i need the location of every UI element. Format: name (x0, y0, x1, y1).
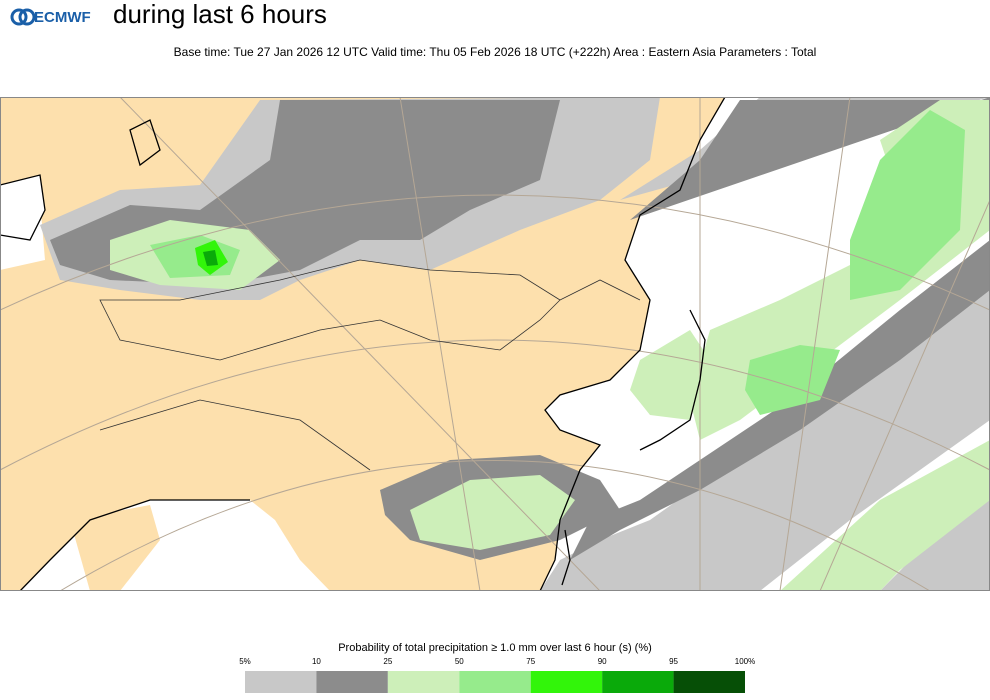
colorbar-label: 5% (239, 657, 251, 666)
precip-light-gray (540, 97, 990, 591)
coastline (0, 174, 46, 241)
precip-light-green (630, 330, 710, 420)
sea-caspian (0, 175, 45, 240)
title: during last 6 hours (113, 0, 327, 29)
coastline (539, 97, 726, 591)
colorbar-swatch (245, 671, 317, 693)
coastline (561, 529, 571, 586)
logo-icon (10, 8, 28, 26)
precip-green (745, 345, 840, 415)
logo: ECMWF (10, 8, 91, 26)
graticule-line (819, 199, 990, 591)
graticule-line (0, 194, 990, 311)
graticule-line (0, 339, 990, 471)
colorbar-label: 95 (669, 657, 678, 666)
colorbar-swatch (673, 671, 745, 693)
legend-title: Probability of total precipitation ≥ 1.0… (338, 642, 652, 654)
graticule-line (119, 97, 601, 591)
precip-light-green (410, 475, 575, 550)
border (99, 259, 561, 361)
colorbar-swatch (602, 671, 674, 693)
coastline (129, 119, 161, 167)
land (70, 505, 160, 591)
graticule-line (399, 97, 481, 591)
colorbar: 5% 10 25 50 75 90 95 100% (239, 657, 755, 693)
graticule-line (59, 460, 931, 591)
graticule-line (779, 97, 851, 591)
map (0, 97, 990, 591)
coastline (19, 499, 250, 591)
colorbar-swatch (316, 671, 388, 693)
borders (99, 259, 641, 471)
colorbar-label: 90 (598, 657, 607, 666)
colorbar-label: 25 (383, 657, 392, 666)
precip-green (850, 110, 965, 300)
border (559, 279, 641, 301)
colorbar-label: 75 (526, 657, 535, 666)
coastline (639, 309, 706, 451)
subtitle: Base time: Tue 27 Jan 2026 12 UTC Valid … (174, 45, 817, 59)
coastlines (0, 97, 726, 591)
colorbar-label: 100% (735, 657, 755, 666)
precip-mid-green (203, 250, 218, 266)
colorbar-label: 50 (455, 657, 464, 666)
graticule (0, 97, 990, 591)
colorbar-swatch (459, 671, 531, 693)
logo-icon (18, 8, 36, 26)
colorbar-swatch (530, 671, 603, 693)
logo-text: ECMWF (34, 9, 91, 26)
precip-light-green (780, 440, 990, 591)
border (99, 399, 371, 471)
colorbar-swatch (387, 671, 460, 693)
colorbar-label: 10 (312, 657, 321, 666)
